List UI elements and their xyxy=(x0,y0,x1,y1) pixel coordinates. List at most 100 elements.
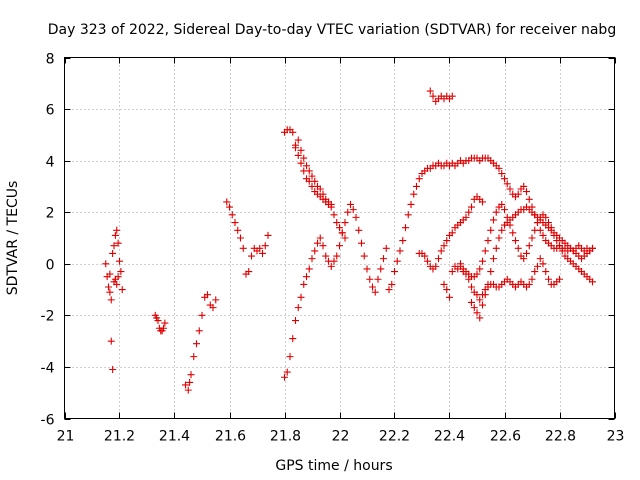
series-s12 xyxy=(440,255,563,304)
data-point xyxy=(107,337,115,345)
data-point xyxy=(223,198,231,206)
data-point xyxy=(498,170,506,178)
data-point xyxy=(212,296,220,304)
data-point xyxy=(484,237,492,245)
data-point xyxy=(303,273,310,281)
data-point xyxy=(512,237,519,245)
data-point xyxy=(360,252,368,260)
data-point xyxy=(468,203,475,211)
y-tick-label: -6 xyxy=(41,413,55,429)
data-point xyxy=(195,327,203,335)
series-s13 xyxy=(468,203,596,322)
data-point xyxy=(495,164,503,172)
x-tick-label: 21.6 xyxy=(215,429,246,445)
data-point xyxy=(209,304,217,312)
data-point xyxy=(525,242,533,250)
data-point xyxy=(492,208,500,216)
data-point xyxy=(114,273,122,281)
data-point xyxy=(476,296,484,304)
data-point xyxy=(374,275,382,283)
data-point xyxy=(534,262,541,270)
data-point xyxy=(429,92,437,100)
data-point xyxy=(531,268,539,276)
data-point xyxy=(487,268,495,276)
data-point xyxy=(154,317,162,325)
data-point xyxy=(193,340,200,348)
data-point xyxy=(319,242,327,250)
series-s14 xyxy=(457,200,596,286)
data-point xyxy=(556,242,563,250)
data-point xyxy=(402,224,409,232)
series-s4 xyxy=(182,291,220,394)
y-tick-label: -2 xyxy=(41,309,55,325)
data-point xyxy=(396,247,404,255)
data-point xyxy=(528,275,536,283)
data-point xyxy=(336,242,343,250)
data-point xyxy=(487,226,495,234)
y-tick-label: 8 xyxy=(46,52,55,68)
data-point xyxy=(344,208,352,216)
data-point xyxy=(107,296,115,304)
data-point xyxy=(239,244,247,252)
data-point xyxy=(286,353,294,361)
data-point xyxy=(503,213,511,221)
series-s3 xyxy=(151,311,169,335)
data-point xyxy=(473,309,481,317)
data-point xyxy=(294,304,302,312)
data-point xyxy=(388,280,396,288)
x-axis-label: GPS time / hours xyxy=(275,458,392,474)
data-point xyxy=(117,268,125,276)
data-point xyxy=(187,371,195,379)
data-point xyxy=(479,257,486,265)
data-point xyxy=(292,317,299,325)
data-point xyxy=(303,162,310,170)
data-point xyxy=(294,136,302,144)
data-point xyxy=(106,270,114,278)
data-point xyxy=(377,265,385,273)
data-point xyxy=(506,221,514,229)
data-point xyxy=(190,353,198,361)
data-point xyxy=(204,291,211,299)
data-point xyxy=(161,319,169,327)
data-point xyxy=(369,283,376,291)
data-point xyxy=(109,366,117,374)
data-point xyxy=(498,226,506,234)
data-point xyxy=(109,249,117,257)
data-point xyxy=(589,244,596,252)
data-point xyxy=(289,128,297,136)
data-point xyxy=(465,208,473,216)
data-point xyxy=(289,335,297,343)
data-point xyxy=(352,213,360,221)
data-point xyxy=(498,200,506,208)
data-point xyxy=(330,257,338,265)
data-point xyxy=(198,311,206,319)
series-s1 xyxy=(102,226,126,304)
data-point xyxy=(248,252,255,260)
data-point xyxy=(413,182,420,190)
data-point xyxy=(382,244,390,252)
data-point xyxy=(550,231,558,239)
data-point xyxy=(501,175,508,183)
data-point xyxy=(547,224,555,232)
data-point xyxy=(116,257,123,265)
chart-title: Day 323 of 2022, Sidereal Day-to-day VTE… xyxy=(48,22,616,38)
data-point xyxy=(259,249,266,257)
data-point xyxy=(539,231,547,239)
series-s5 xyxy=(223,198,272,278)
data-point xyxy=(520,182,528,190)
data-point xyxy=(380,255,387,263)
data-point xyxy=(542,268,550,276)
data-point xyxy=(319,190,327,198)
data-point xyxy=(327,262,335,270)
data-point xyxy=(476,265,484,273)
data-point xyxy=(545,275,552,283)
data-point xyxy=(297,159,305,167)
data-point xyxy=(237,234,244,242)
y-tick-label: 2 xyxy=(46,206,55,222)
data-point xyxy=(341,219,349,227)
x-tick-label: 23 xyxy=(607,429,625,445)
data-point xyxy=(113,226,121,234)
data-point xyxy=(473,270,481,278)
data-point xyxy=(226,203,233,211)
data-point xyxy=(330,211,338,219)
